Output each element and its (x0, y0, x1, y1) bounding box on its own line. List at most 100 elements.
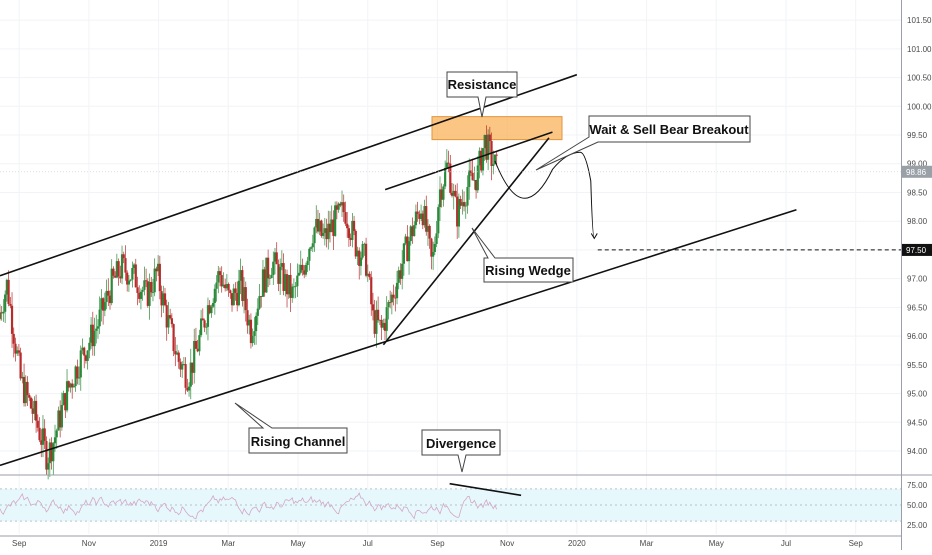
candle-body (492, 164, 495, 166)
candle (210, 304, 213, 318)
candle-body (236, 292, 239, 306)
candle-body (253, 331, 256, 336)
candle (332, 210, 335, 250)
candle (117, 258, 120, 286)
candle (52, 442, 55, 476)
candle (17, 343, 21, 356)
candle (126, 270, 129, 292)
candle (242, 277, 246, 314)
candle-body (5, 279, 8, 295)
candle-body (93, 330, 96, 347)
candle-body (438, 189, 442, 208)
candle (182, 357, 186, 366)
candle-body (26, 381, 29, 396)
candle (308, 247, 311, 271)
candle-body (454, 190, 457, 197)
candle (337, 202, 340, 213)
callout-box-resistance (446, 71, 518, 118)
candle (318, 212, 321, 236)
candle (457, 193, 460, 238)
candle (404, 233, 407, 246)
candle-body (495, 154, 498, 156)
candle (378, 319, 381, 326)
candle-body (334, 205, 337, 236)
candle (327, 210, 330, 250)
candle-body (59, 410, 62, 428)
candle (88, 337, 91, 359)
candle (38, 417, 41, 443)
candle-body (160, 291, 163, 306)
y-tick-label: 100.00 (907, 102, 932, 111)
candle-body (45, 441, 48, 470)
candle (241, 265, 244, 307)
candle (47, 457, 50, 480)
candle (478, 147, 481, 179)
candle-body (471, 172, 474, 181)
candle-body (406, 236, 409, 262)
candle (14, 337, 17, 362)
candle (394, 286, 397, 312)
x-tick-label: May (709, 539, 724, 548)
candle-body (242, 287, 246, 301)
candle-body (473, 179, 476, 181)
candle-body (309, 247, 313, 249)
candle-body (150, 281, 153, 293)
candle (287, 274, 290, 299)
candle (406, 225, 409, 262)
candle-body (272, 261, 275, 276)
candle-body (67, 381, 70, 388)
candle-body (308, 248, 311, 261)
candle (454, 184, 457, 198)
candle (77, 366, 81, 385)
x-tick-label: Jul (363, 539, 373, 548)
candle (184, 357, 187, 395)
candle (414, 204, 418, 229)
y-tick-label: 95.50 (907, 361, 928, 370)
callout-rising-channel: Rising Channel (234, 402, 348, 454)
candle (206, 297, 210, 341)
candle (483, 134, 486, 161)
candle (285, 269, 289, 308)
annotation-resistance: Resistance (448, 77, 517, 92)
candle (236, 281, 239, 312)
candle-body (280, 263, 283, 267)
candle-body (146, 281, 149, 306)
annotation-rising-wedge: Rising Wedge (485, 263, 571, 278)
candle (371, 292, 375, 321)
candle (196, 339, 199, 353)
candle (409, 225, 412, 246)
candle-body (0, 312, 3, 314)
candle (464, 201, 467, 219)
candle-body (186, 387, 189, 391)
candle (120, 245, 124, 285)
candle (167, 301, 170, 334)
candle (31, 398, 34, 424)
candle-body (229, 290, 232, 294)
candle-body (126, 272, 129, 285)
candle-body (337, 203, 340, 210)
candle (254, 312, 258, 345)
candle (172, 323, 175, 357)
candle (474, 179, 478, 199)
candle (272, 251, 275, 285)
candle-body (268, 277, 271, 279)
candle-body (218, 271, 222, 276)
callout-resistance: Resistance (446, 71, 518, 118)
candle-body (430, 238, 433, 257)
candle (203, 318, 206, 333)
candle (232, 283, 235, 306)
candle-body (210, 306, 213, 314)
candle-body (96, 326, 100, 329)
candle-body (198, 335, 201, 352)
rsi-panel (0, 488, 901, 522)
candle (309, 246, 313, 252)
candle (132, 262, 136, 274)
candle-body (340, 202, 344, 206)
candle-body (445, 162, 448, 168)
candle (28, 393, 31, 401)
candle-body (115, 261, 118, 278)
candle-body (134, 264, 137, 288)
candle (301, 258, 304, 276)
candle-body (364, 243, 368, 276)
candle (258, 283, 261, 310)
